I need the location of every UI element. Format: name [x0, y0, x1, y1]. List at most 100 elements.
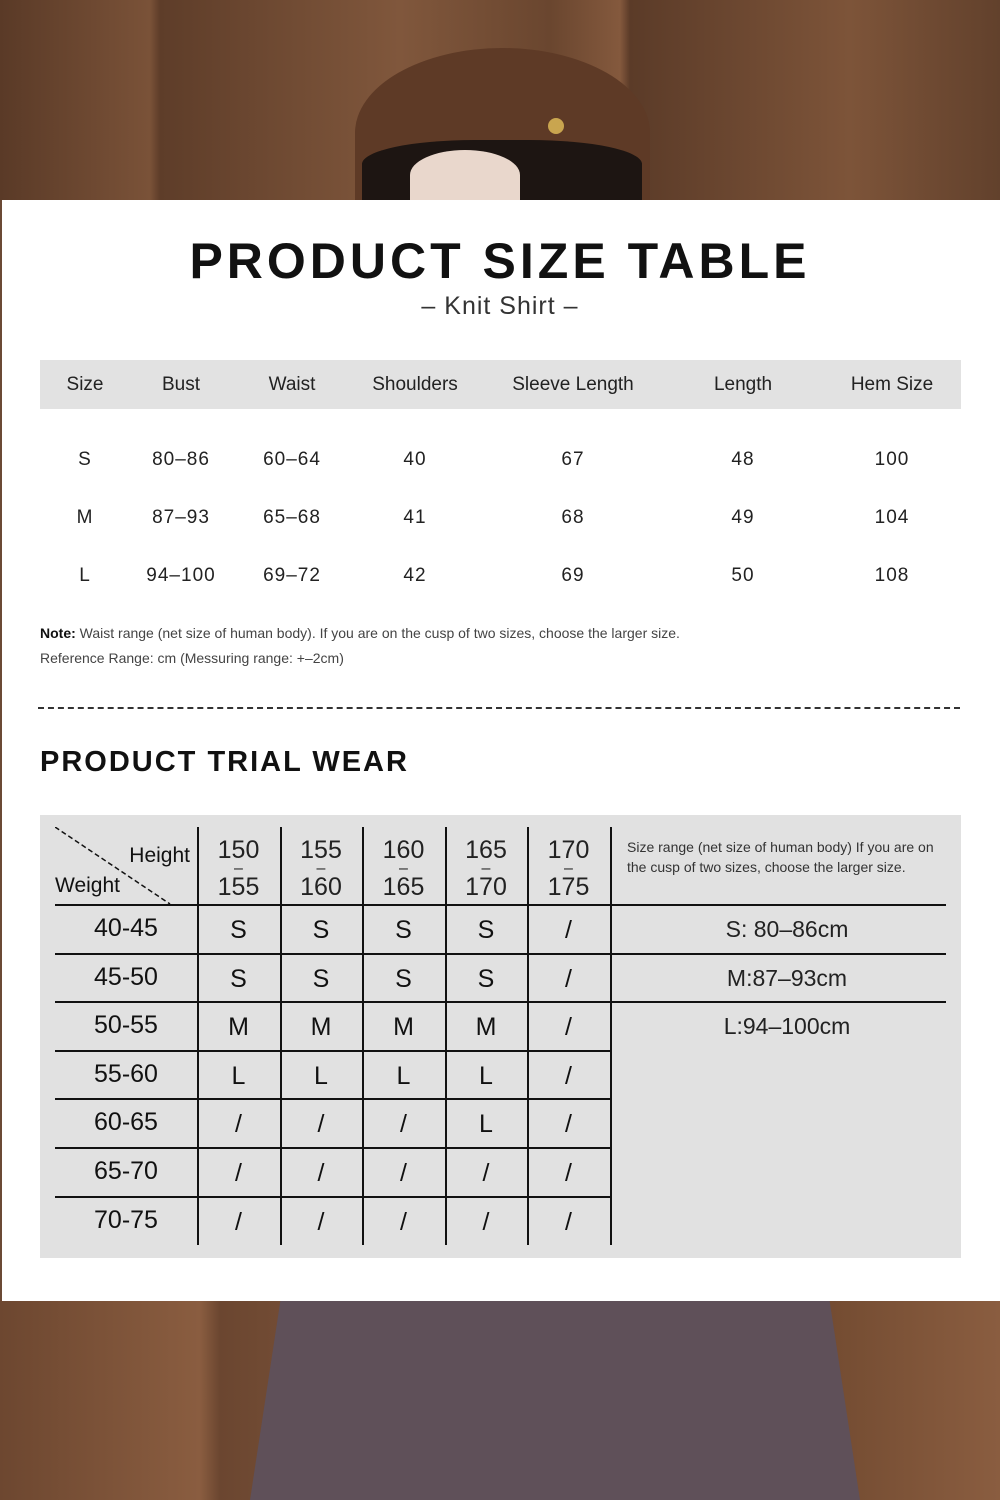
size-cell: 40 [403, 449, 427, 470]
trial-size-cell: / [317, 1208, 325, 1236]
height-range-start: 150 [217, 836, 260, 864]
size-cell: 87–93 [152, 507, 210, 528]
trial-size-cell: S [477, 916, 495, 944]
grid-line-horizontal [55, 953, 946, 955]
height-range-end: 165 [382, 873, 425, 901]
weight-label: 60-65 [94, 1108, 158, 1136]
size-cell: S [78, 449, 92, 470]
note-text: Waist range (net size of human body). If… [75, 625, 680, 641]
bust-range-label: L:94–100cm [723, 1013, 851, 1039]
size-range-info: Size range (net size of human body) If y… [627, 839, 934, 875]
trial-size-cell: S [230, 916, 247, 944]
weight-label: 65-70 [94, 1157, 158, 1185]
size-cell: 80–86 [152, 449, 210, 470]
trial-size-cell: L [479, 1110, 493, 1138]
trial-title: PRODUCT TRIAL WEAR [40, 746, 409, 778]
trial-size-cell: L [479, 1062, 493, 1090]
grid-line-vertical [362, 827, 364, 1245]
trial-size-cell: / [400, 1159, 407, 1187]
height-range-dash: – [316, 860, 326, 877]
trial-size-cell: / [565, 1062, 572, 1090]
column-header: Shoulders [372, 374, 458, 395]
trial-size-cell: S [395, 916, 412, 944]
trial-size-cell: / [235, 1159, 242, 1187]
size-cell: 108 [874, 565, 910, 586]
height-range-end: 175 [547, 873, 590, 901]
height-range-start: 160 [382, 836, 425, 864]
grid-line-horizontal [55, 1098, 611, 1100]
weight-label: 55-60 [94, 1060, 158, 1088]
trial-size-cell: M [228, 1013, 249, 1041]
trial-size-cell: / [400, 1110, 407, 1138]
trial-size-cell: / [565, 1208, 572, 1236]
trial-size-cell: / [317, 1110, 325, 1138]
trial-size-cell: / [565, 1110, 572, 1138]
height-range-end: 155 [217, 873, 260, 901]
corner-weight-label: Weight [55, 874, 120, 897]
size-cell: 48 [731, 449, 755, 470]
trial-size-cell: / [482, 1159, 490, 1187]
trial-size-cell: L [231, 1062, 246, 1090]
height-range-start: 165 [465, 836, 507, 864]
skirt-image [250, 1300, 860, 1500]
size-cell: 67 [561, 449, 585, 470]
height-range-start: 170 [547, 836, 590, 864]
page-title: PRODUCT SIZE TABLE [189, 233, 811, 289]
trial-table [40, 815, 961, 1258]
height-range-dash: – [234, 860, 243, 877]
size-cell: 68 [561, 507, 585, 528]
size-cell: L [79, 565, 91, 586]
trial-size-cell: / [482, 1208, 490, 1236]
grid-line-horizontal [55, 1001, 946, 1003]
height-range-end: 170 [465, 873, 507, 901]
grid-line-vertical [197, 827, 199, 1245]
trial-size-cell: M [393, 1013, 414, 1041]
grid-line-horizontal [55, 904, 946, 906]
column-header: Length [713, 374, 773, 395]
height-range-dash: – [399, 860, 408, 877]
corner-diagonal [55, 827, 171, 904]
height-range-end: 160 [300, 873, 342, 901]
size-cell: 100 [874, 449, 910, 470]
trial-size-cell: L [396, 1062, 411, 1090]
beret-pin [548, 118, 564, 134]
size-cell: 104 [874, 507, 910, 528]
corner-height-label: Height [129, 844, 190, 867]
note-label: Note: [40, 625, 76, 641]
height-range-dash: – [481, 860, 491, 877]
height-range-dash: – [564, 860, 573, 877]
grid-line-horizontal [55, 1196, 611, 1198]
trial-size-cell: S [395, 965, 412, 993]
weight-label: 40-45 [94, 914, 158, 942]
size-cell: 94–100 [146, 565, 216, 586]
note-line: Note: Waist range (net size of human bod… [40, 625, 680, 641]
trial-size-cell: M [310, 1013, 332, 1041]
trial-size-cell: / [565, 1013, 572, 1041]
column-header: Sleeve Length [512, 374, 634, 395]
divider [38, 707, 960, 709]
grid-line-vertical [445, 827, 447, 1245]
size-cell: 69 [561, 565, 585, 586]
weight-label: 50-55 [94, 1011, 158, 1039]
trial-size-cell: / [317, 1159, 325, 1187]
grid-line-vertical [527, 827, 529, 1245]
face-image [410, 150, 520, 200]
trial-size-cell: / [235, 1208, 242, 1236]
trial-size-cell: S [312, 916, 330, 944]
trial-size-cell: / [565, 1159, 572, 1187]
trial-size-cell: / [565, 965, 572, 993]
column-header: Hem Size [850, 374, 934, 395]
height-range-start: 155 [300, 836, 342, 864]
size-cell: 41 [403, 507, 427, 528]
trial-size-cell: L [314, 1062, 328, 1090]
trial-size-cell: M [475, 1013, 497, 1041]
column-header: Bust [161, 374, 201, 395]
column-header: Waist [268, 374, 316, 395]
size-cell: 50 [731, 565, 755, 586]
grid-line-horizontal [55, 1147, 611, 1149]
bust-range-label: M:87–93cm [726, 965, 848, 991]
bust-range-label: S: 80–86cm [725, 916, 849, 942]
size-cell: 42 [403, 565, 427, 586]
page-subtitle: – Knit Shirt – [421, 292, 579, 320]
trial-size-cell: / [565, 916, 572, 944]
